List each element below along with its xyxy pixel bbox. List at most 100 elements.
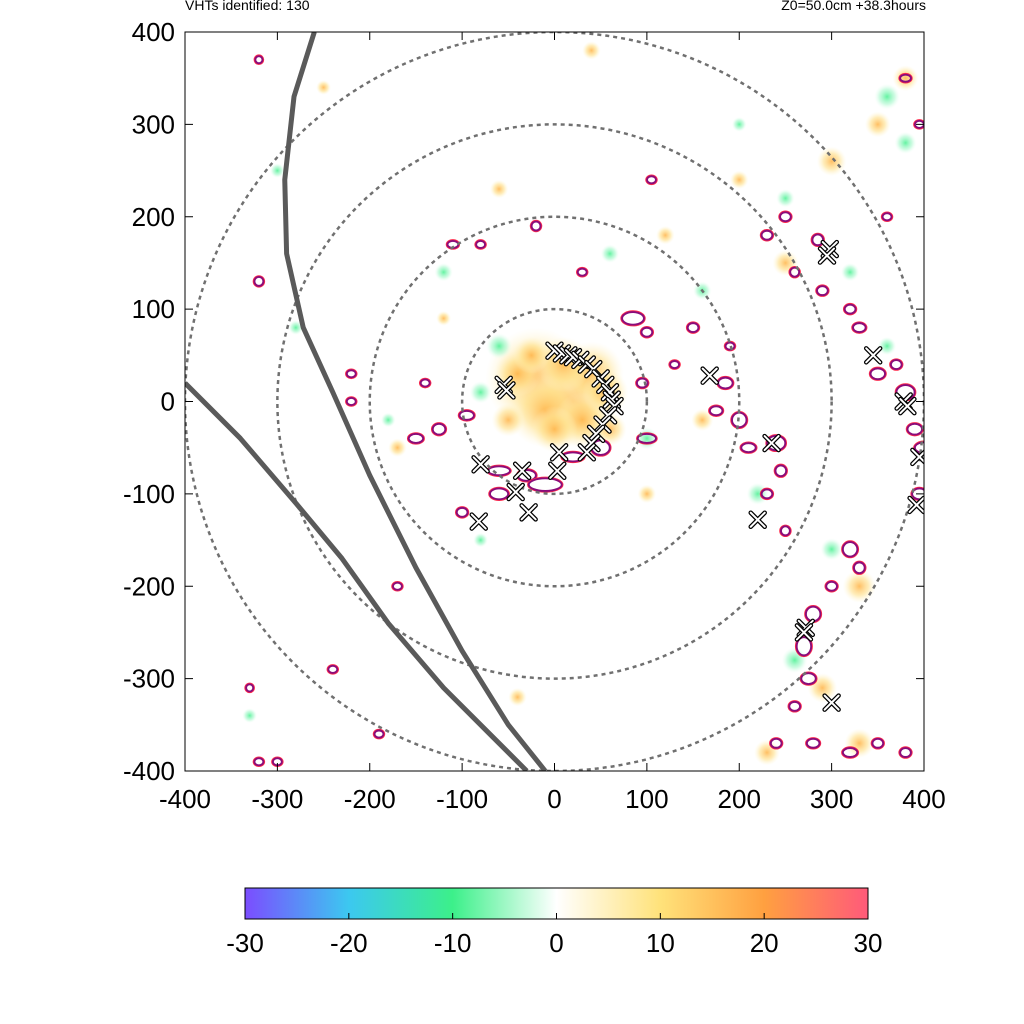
vht-marker-fill [472,456,489,473]
updraft-contour-outer [759,229,775,242]
updraft-contour [739,441,757,454]
vht-marker [910,447,924,467]
updraft-contour [852,561,866,575]
vht-marker [817,246,837,265]
updraft-contour [843,303,857,315]
vht-marker [512,461,532,481]
updraft-contour [898,746,913,759]
updraft-contour [769,737,783,750]
updraft-contour-outer [898,72,913,84]
updraft-contour-outer [445,239,461,250]
vht-marker [469,512,489,531]
x-tick-label: -400 [159,784,211,814]
vht-marker [907,495,924,515]
updraft-contour-outer [457,409,476,422]
colorbar-tick-label: -30 [226,928,264,958]
vht-marker [822,693,841,712]
updraft-contour [488,487,510,501]
vht-marker-fill [763,435,780,452]
colorbar-tick-label: 30 [854,928,883,958]
updraft-contour [778,211,793,223]
updraft-contour-outer [794,635,813,658]
vht-marker-fill [583,435,600,452]
updraft-contour-outer [345,396,358,407]
updraft-contour [668,359,681,370]
updraft-contour [724,341,736,351]
vht-marker-fill [549,462,566,479]
updraft-contour [760,488,774,500]
updraft-contour-outer [636,432,658,445]
updraft-contour [527,477,563,493]
updraft-contour-outer [913,440,924,455]
vht-marker-fill [600,407,617,424]
colorbar-tick-label: 0 [549,928,563,958]
cold-anomaly [820,538,843,561]
updraft-contour-outer [851,321,868,334]
updraft-contour [431,422,447,436]
vht-marker-fill [507,484,524,501]
cold-anomaly [269,163,285,178]
updraft-contour [760,229,774,241]
vht-marker [586,424,606,444]
updraft-contour [244,683,255,693]
updraft-contour-outer [870,737,885,750]
updraft-contour [620,310,646,326]
range-ring [460,307,649,496]
updraft-contour [345,368,357,379]
updraft-contour [815,284,830,297]
warm-anomaly [637,484,657,504]
updraft-contour [253,756,265,767]
x-tick-label: -100 [436,784,488,814]
updraft-contour-outer [529,219,543,233]
x-tick-label: -300 [251,784,303,814]
updraft-contour-outer [474,239,487,250]
cold-anomaly [781,647,808,674]
updraft-contour [635,377,649,389]
updraft-contour [474,239,487,250]
updraft-contour-outer [868,366,887,381]
updraft-contour-outer [815,284,830,297]
updraft-contour-outer [778,210,793,223]
vht-marker-fill [520,504,537,521]
warm-anomaly [531,406,578,453]
x-tick-label: -200 [344,784,396,814]
updraft-contour [788,700,802,713]
warm-anomaly [691,408,714,432]
x-tick-label: 300 [810,784,853,814]
updraft-contour [716,376,734,390]
updraft-contour-outer [739,441,758,454]
y-tick-label: 400 [132,17,175,47]
warm-anomaly [754,739,780,766]
vht-marker [577,443,597,462]
updraft-contour [636,432,658,445]
updraft-contour-outer [635,376,650,390]
updraft-contour-outer [788,265,801,279]
updraft-contour-outer [841,746,860,759]
updraft-contour [800,671,818,686]
vht-marker [762,433,781,453]
y-tick-label: -100 [123,479,175,509]
warm-anomaly [864,111,891,138]
updraft-contour [881,211,893,222]
warm-anomaly [656,225,675,245]
updraft-contour-outer [454,506,470,519]
updraft-contour [906,422,924,436]
cold-anomaly [840,262,860,282]
cold-anomaly [469,381,492,404]
warm-anomaly [436,310,452,326]
y-tick-label: 300 [132,109,175,139]
updraft-contour-outer [841,540,860,559]
updraft-contour-outer [418,377,432,389]
updraft-contour [795,635,813,657]
colorbar-tick-label: -10 [434,928,472,958]
updraft-contour [327,664,339,675]
warm-anomaly [892,65,919,92]
vht-marker-fill [551,444,568,461]
updraft-contour-outer [759,487,775,501]
y-tick-label: -300 [123,664,175,694]
updraft-contour-outer [244,682,255,694]
vht-marker [700,366,719,385]
updraft-contour-outer [769,737,784,750]
updraft-contour-outer [668,359,681,370]
updraft-contour [869,367,887,381]
